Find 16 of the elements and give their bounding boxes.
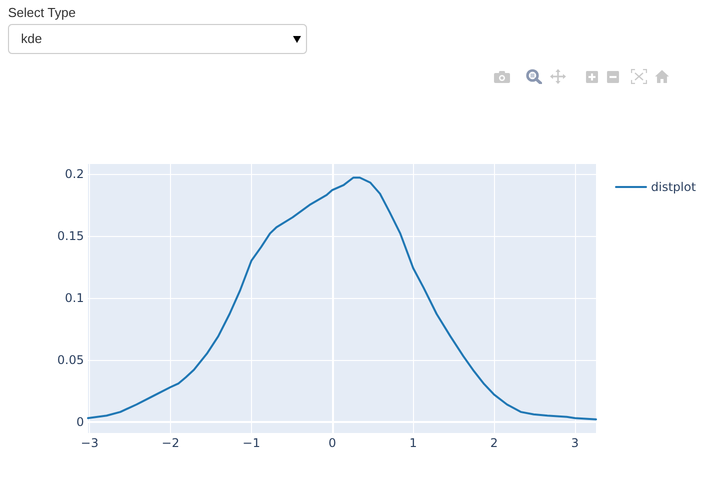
x-tick-label: 2 [490,436,498,450]
x-tick-label: 0 [328,436,336,450]
x-tick-label: −2 [162,436,180,450]
x-tick-label: −3 [80,436,98,450]
x-tick-label: 3 [571,436,579,450]
y-tick-label: 0.1 [64,290,84,305]
y-tick-label: 0 [76,414,84,429]
y-tick-label: 0.15 [57,228,84,243]
x-tick-label: 1 [409,436,418,450]
y-tick-label: 0.05 [57,352,84,367]
x-tick-label: −1 [242,436,260,450]
dropdown-value: kde [21,31,42,46]
dropdown-label: Select Type [8,5,76,20]
line-series [87,176,597,420]
y-tick-label: 0.2 [64,166,84,181]
legend-label: distplot [651,180,696,194]
